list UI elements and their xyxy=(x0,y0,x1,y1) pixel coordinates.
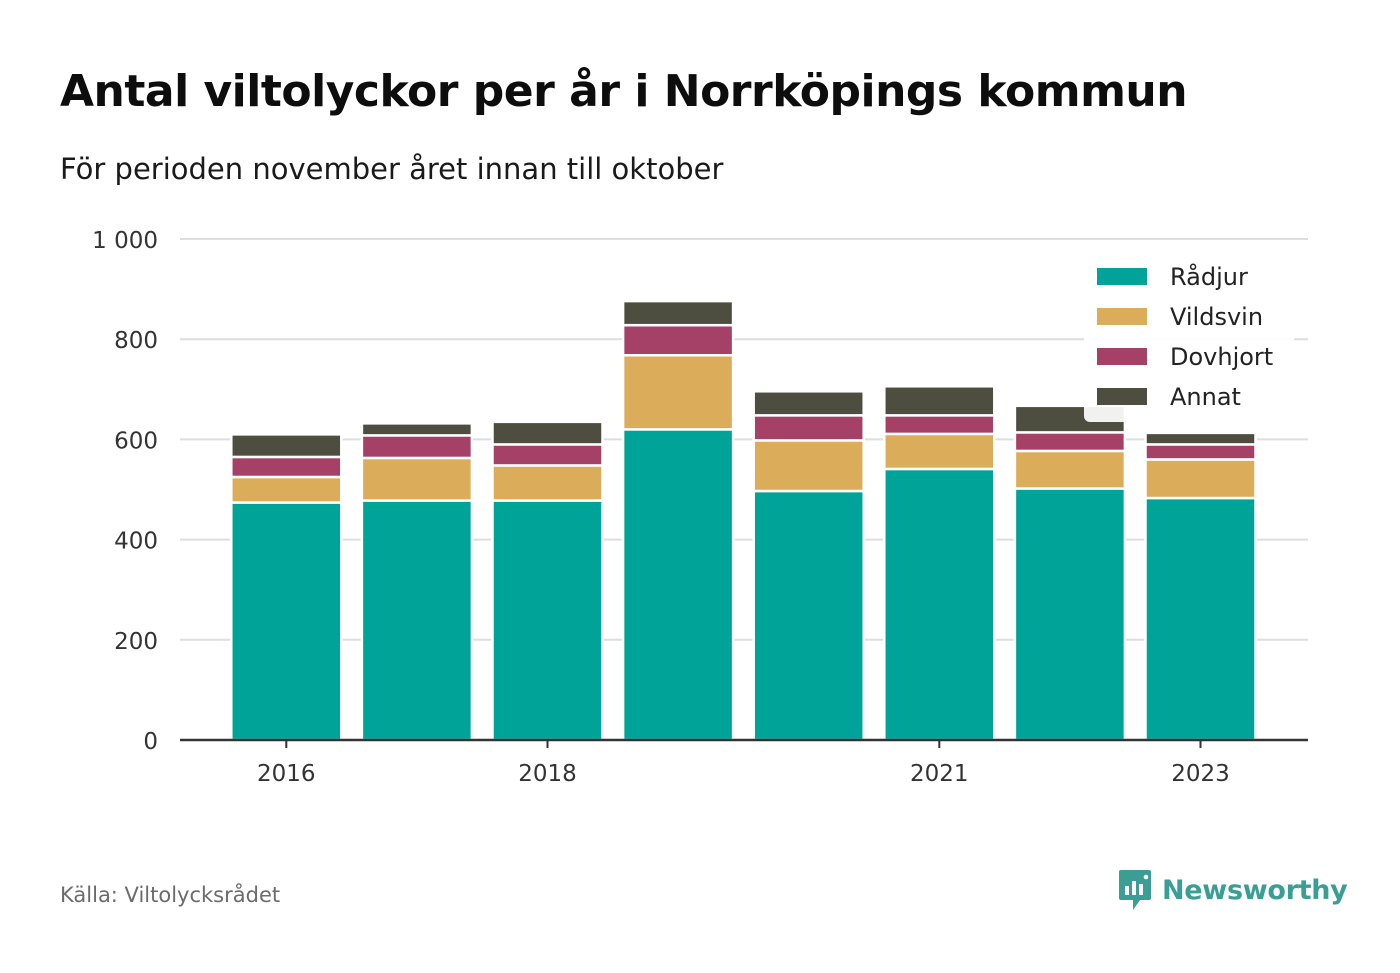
bar-segment xyxy=(1144,443,1257,461)
y-tick-label: 400 xyxy=(114,529,158,555)
x-axis: 2016 2018 2021 2023 xyxy=(180,738,1308,787)
bar-segment xyxy=(230,501,343,742)
y-tick-label: 1 000 xyxy=(92,228,158,254)
legend-background xyxy=(1084,252,1294,422)
legend-label: Annat xyxy=(1170,383,1241,411)
newsworthy-logo-icon xyxy=(1119,870,1151,910)
bar-segment xyxy=(1144,431,1257,446)
bar-stack-2019 xyxy=(621,299,735,742)
legend-label: Rådjur xyxy=(1170,262,1248,291)
bar-segment xyxy=(360,499,474,742)
bar-segment xyxy=(491,499,604,742)
bar-segment xyxy=(621,299,735,327)
bar-segment xyxy=(1013,487,1127,742)
bar-segment xyxy=(230,475,343,504)
bar-segment xyxy=(491,420,604,446)
chart-subtitle: För perioden november året innan till ok… xyxy=(60,152,724,186)
bar-segment xyxy=(491,464,604,502)
bar-segment xyxy=(621,428,735,742)
bar-segment xyxy=(360,456,474,502)
brand-name: Newsworthy xyxy=(1162,874,1348,906)
bar-stack-2016 xyxy=(230,433,343,742)
y-tick-label: 0 xyxy=(143,729,158,755)
x-tick-label: 2023 xyxy=(1171,761,1230,787)
x-tick-label: 2021 xyxy=(910,761,969,787)
bar-segment xyxy=(621,323,735,357)
legend-swatch xyxy=(1097,268,1147,285)
bar-segment xyxy=(883,414,996,436)
x-tick-label: 2016 xyxy=(257,761,316,787)
legend: Rådjur Vildsvin Dovhjort Annat xyxy=(1084,252,1294,422)
legend-label: Dovhjort xyxy=(1170,343,1273,371)
brand-logo[interactable]: Newsworthy xyxy=(1118,868,1348,912)
legend-swatch xyxy=(1097,308,1147,325)
bar-stack-2022 xyxy=(1013,404,1127,742)
bar-segment xyxy=(752,439,865,493)
legend-swatch xyxy=(1097,388,1147,405)
x-tick-label: 2018 xyxy=(518,761,577,787)
bar-segment xyxy=(360,434,474,460)
y-tick-label: 800 xyxy=(114,328,158,354)
bar-segment xyxy=(883,385,996,417)
source-note: Källa: Viltolycksrådet xyxy=(60,883,281,907)
bar-stack-2017 xyxy=(360,422,474,742)
y-axis-labels: 0 200 400 600 800 1 000 xyxy=(92,228,158,755)
bar-segment xyxy=(883,432,996,471)
bar-segment xyxy=(1144,458,1257,500)
legend-swatch xyxy=(1097,348,1147,365)
bar-segment xyxy=(752,390,865,417)
bar-stack-2020 xyxy=(752,390,865,742)
bar-segment xyxy=(1013,431,1127,453)
bar-segment xyxy=(360,422,474,437)
legend-label: Vildsvin xyxy=(1170,303,1263,331)
bar-segment xyxy=(230,433,343,459)
bar-segment xyxy=(621,353,735,431)
bar-segment xyxy=(752,489,865,742)
y-tick-label: 200 xyxy=(114,629,158,655)
bar-segment xyxy=(1013,449,1127,490)
bar-segment xyxy=(491,443,604,467)
bars xyxy=(230,299,1257,742)
bar-segment xyxy=(883,467,996,742)
bar-stack-2021 xyxy=(883,385,996,742)
bar-stack-2018 xyxy=(491,420,604,742)
bar-segment xyxy=(752,414,865,442)
chart-title: Antal viltolyckor per år i Norrköpings k… xyxy=(60,66,1188,117)
bar-segment xyxy=(230,455,343,479)
bar-segment xyxy=(1144,496,1257,742)
bar-stack-2023 xyxy=(1144,431,1257,742)
y-tick-label: 600 xyxy=(114,428,158,454)
